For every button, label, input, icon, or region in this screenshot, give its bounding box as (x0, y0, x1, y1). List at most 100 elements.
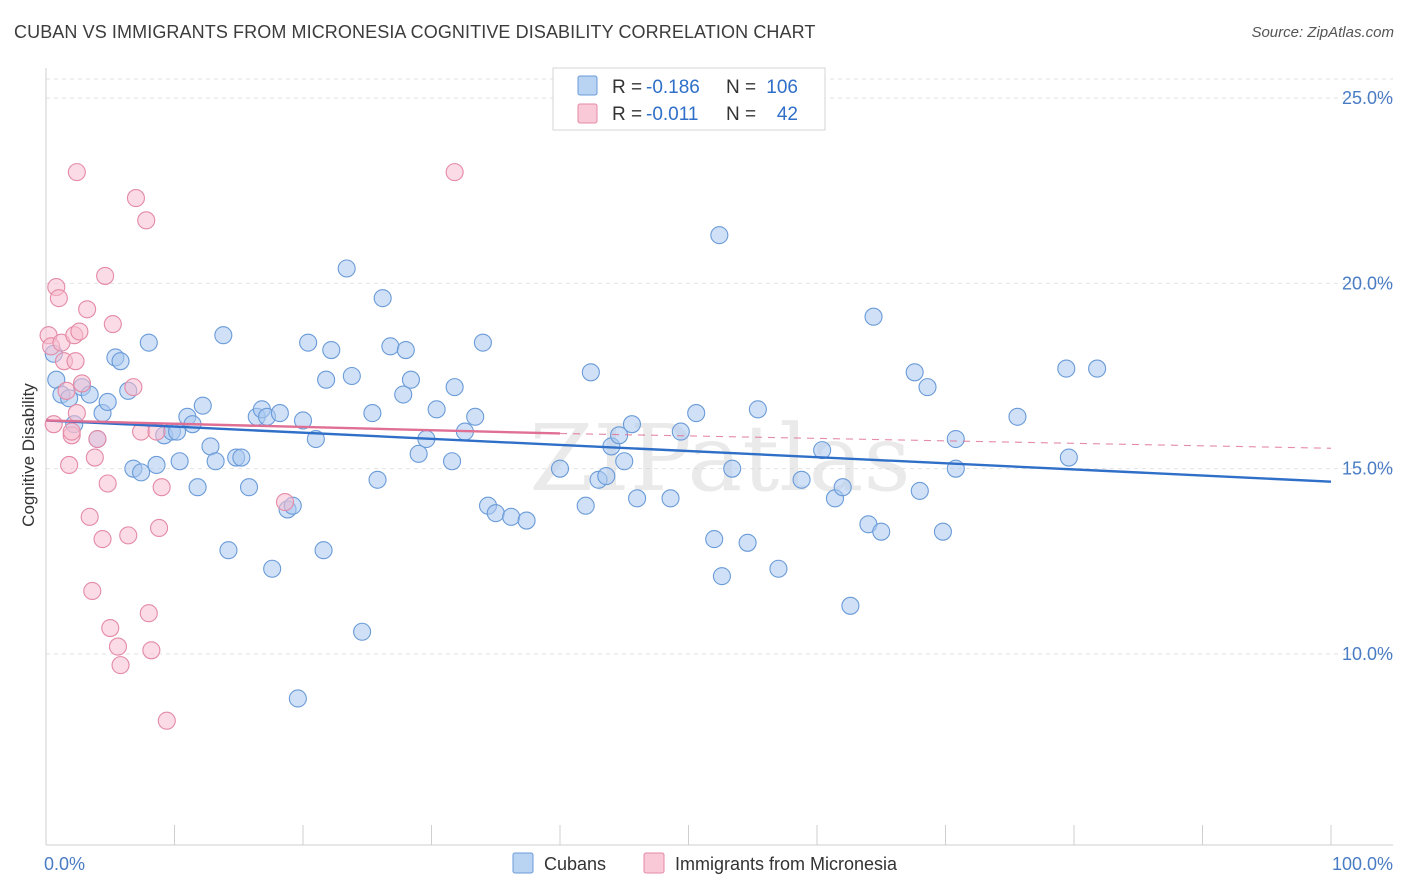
cubans-point (748, 400, 767, 419)
micronesia-point (445, 163, 464, 182)
x-tick-label: 0.0% (44, 854, 85, 874)
y-tick-labels: 10.0% 15.0% 20.0% 25.0% (1342, 88, 1393, 664)
top-legend: R = -0.186 N = 106 R = -0.011 N = 42 (552, 67, 826, 131)
y-tick-label: 20.0% (1342, 273, 1393, 293)
legend-n-label-cubans: N = (726, 77, 756, 98)
trend-lines (45, 419, 1332, 483)
micronesia-point (152, 478, 171, 497)
cubans-point (306, 429, 325, 449)
chart-source: Source: ZipAtlas.com (1251, 24, 1394, 41)
cubans-point (486, 504, 505, 523)
cubans-point (710, 226, 729, 245)
bottom-legend-swatch-cubans (512, 852, 534, 874)
cubans-point (738, 533, 757, 552)
cubans-point (206, 452, 225, 471)
micronesia-point (96, 266, 115, 285)
micronesia-trend-line-extension (559, 432, 1332, 449)
cubans-point (188, 478, 207, 497)
micronesia-point (124, 378, 143, 397)
cubans-point (381, 337, 400, 356)
cubans-point (170, 452, 189, 471)
cubans-point (615, 452, 634, 471)
micronesia-point (44, 415, 63, 434)
micronesia-point (103, 315, 122, 334)
cubans-point (443, 452, 462, 471)
micronesia-point (60, 455, 79, 475)
legend-swatch-micronesia (577, 103, 598, 124)
cubans-point (1008, 407, 1027, 426)
micronesia-point (67, 163, 86, 182)
micronesia-point (126, 189, 145, 208)
cubans-point (723, 459, 742, 478)
cubans-point (270, 404, 289, 423)
cubans-point (98, 392, 117, 411)
cubans-point (466, 407, 485, 426)
cubans-point (139, 333, 158, 352)
micronesia-point (108, 637, 128, 656)
micronesia-point (67, 404, 86, 423)
legend-n-label-micronesia: N = (726, 104, 756, 125)
bottom-legend-label-cubans: Cubans (544, 854, 606, 874)
micronesia-point (70, 322, 89, 341)
cubans-point (288, 689, 307, 708)
micronesia-point (80, 507, 99, 526)
micronesia-point (98, 474, 117, 493)
micronesia-point (150, 518, 169, 538)
cubans-point (813, 441, 832, 460)
micronesia-point (275, 492, 295, 512)
cubans-point (661, 489, 680, 508)
series-micronesia-points (39, 163, 464, 730)
cubans-point (147, 455, 166, 475)
cubans-point (293, 411, 313, 430)
micronesia-point (88, 429, 107, 449)
cubans-point (687, 404, 706, 423)
legend-r-value-micronesia: -0.011 (646, 104, 698, 125)
micronesia-point (66, 352, 85, 371)
cubans-point (910, 481, 929, 500)
cubans-point (239, 478, 259, 497)
cubans-point (517, 511, 536, 530)
cubans-point (322, 341, 341, 360)
cubans-point (427, 400, 446, 419)
cubans-point (1088, 359, 1107, 378)
cubans-point (232, 448, 251, 467)
cubans-point (712, 567, 731, 586)
micronesia-point (85, 448, 104, 467)
cubans-point (622, 415, 642, 434)
cubans-point (353, 622, 372, 641)
cubans-point (841, 596, 860, 615)
cubans-point (314, 541, 333, 560)
cubans-point (373, 289, 392, 308)
cubans-point (597, 467, 616, 486)
cubans-point (933, 522, 952, 541)
cubans-point (401, 370, 420, 389)
micronesia-point (72, 374, 92, 393)
y-tick-label: 15.0% (1342, 459, 1393, 479)
cubans-point (833, 478, 852, 497)
legend-r-label-cubans: R = (612, 77, 642, 98)
cubans-point (394, 385, 413, 404)
cubans-point (409, 444, 428, 463)
bottom-legend-swatch-micronesia (643, 852, 665, 874)
y-tick-label: 10.0% (1342, 644, 1393, 664)
cubans-point (299, 333, 318, 352)
legend-r-label-micronesia: R = (612, 104, 642, 125)
cubans-point (193, 396, 212, 415)
micronesia-point (78, 300, 97, 319)
micronesia-point (119, 526, 138, 545)
cubans-point (550, 459, 570, 478)
cubans-point (337, 259, 356, 278)
y-tick-label: 25.0% (1342, 88, 1393, 108)
chart-title: CUBAN VS IMMIGRANTS FROM MICRONESIA COGN… (14, 22, 816, 42)
cubans-point (368, 470, 387, 489)
micronesia-point (83, 581, 102, 601)
cubans-point (1057, 359, 1076, 378)
cubans-point (342, 366, 361, 386)
micronesia-point (157, 711, 176, 730)
cubans-point (576, 496, 595, 515)
cubans-point (317, 370, 336, 389)
cubans-point (671, 422, 690, 441)
micronesia-point (57, 381, 76, 400)
bottom-legend-label-micronesia: Immigrants from Micronesia (675, 854, 898, 874)
